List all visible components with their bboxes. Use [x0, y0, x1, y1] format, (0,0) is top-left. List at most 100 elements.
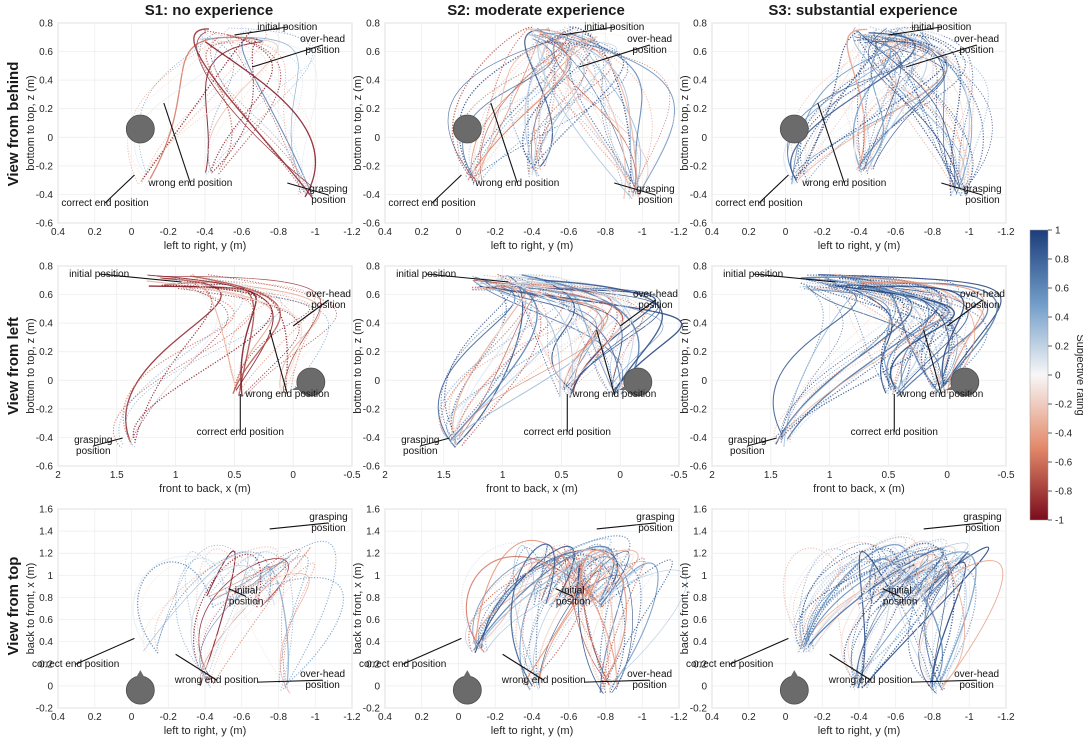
trajectory-line [864, 34, 907, 171]
y-tick-label: -0.4 [363, 190, 381, 201]
annotation-leader [490, 102, 518, 184]
trajectory-line [805, 549, 945, 653]
head-circle [623, 367, 653, 397]
trajectory-line [871, 545, 945, 690]
annotation: wrong end position [571, 329, 656, 400]
trajectory-line [140, 31, 252, 182]
annotation-label: position [311, 523, 345, 534]
trajectory-line [826, 283, 905, 398]
annotation-label: position [638, 300, 672, 311]
y-tick-label: 0.6 [39, 615, 53, 626]
annotation-leader [882, 588, 901, 598]
x-tick-label: 0 [290, 470, 296, 481]
annotation-leader [292, 299, 329, 327]
trajectory-line [529, 558, 588, 680]
trajectory-line [871, 26, 909, 167]
trajectory-line [850, 569, 966, 681]
annotation-leader [596, 522, 656, 530]
trajectory-line [863, 553, 922, 688]
trajectory-line [437, 286, 516, 448]
trajectory-line [458, 284, 604, 439]
x-axis-label: left to right, y (m) [164, 725, 247, 737]
annotation-label: position [76, 446, 110, 457]
trajectory-line [782, 547, 861, 652]
trajectory-line [880, 551, 977, 687]
trajectory-group [782, 532, 1004, 694]
trajectory-line [227, 559, 288, 690]
trajectory-group [113, 273, 337, 449]
panel-left-s2: 2 1.5 1 0.5 0 -0.5 0.8 0.6 0.4 0.2 0 -0.2 -0.4 -0.6 fr… [352, 262, 688, 496]
trajectory-line [511, 284, 664, 385]
x-tick-label: -0.6 [233, 227, 251, 238]
y-tick-label: 0 [701, 376, 707, 387]
trajectory-line [140, 31, 268, 183]
trajectory-line [584, 27, 636, 198]
trajectory-line [529, 29, 627, 199]
x-tick-label: 1 [500, 470, 506, 481]
annotation-leader [228, 588, 247, 598]
annotation: initial position [888, 22, 971, 36]
trajectory-line [470, 27, 573, 179]
annotation-leader [584, 679, 650, 683]
x-tick-label: 0 [617, 470, 623, 481]
trajectory-line [206, 551, 262, 681]
y-tick-label: -0.4 [690, 190, 708, 201]
annotation-label: grasping [309, 512, 347, 523]
trajectory-line [508, 556, 601, 683]
trajectory-line [477, 281, 654, 394]
y-tick-label: 0.4 [39, 637, 53, 648]
nose-shape [291, 386, 300, 390]
trajectory-line [916, 553, 966, 687]
x-tick-label: 0.2 [88, 227, 102, 238]
head-circle [452, 675, 482, 705]
trajectory-line [786, 279, 918, 442]
colorbar-tick-label: 0.4 [1055, 313, 1069, 324]
annotation: correct end position [32, 637, 135, 670]
trajectory-line [236, 32, 308, 196]
y-tick-label: 0 [47, 133, 53, 144]
trajectory-line [872, 41, 946, 168]
trajectory-line [503, 285, 661, 391]
y-tick-label: -0.2 [36, 161, 54, 172]
annotation-leader [257, 679, 323, 683]
x-tick-label: -0.4 [850, 227, 868, 238]
trajectory-line [454, 286, 565, 447]
annotation-leader [163, 102, 191, 184]
trajectory-line [848, 277, 938, 395]
colorbar-tick-label: -0.2 [1055, 400, 1073, 411]
y-tick-label: 1.2 [693, 549, 707, 560]
annotation-label: initial position [584, 22, 644, 33]
trajectory-line [911, 567, 969, 689]
x-tick-label: -0.5 [997, 470, 1015, 481]
x-tick-label: 0 [783, 712, 789, 723]
trajectory-line [847, 283, 969, 394]
trajectory-line [196, 284, 303, 394]
y-tick-label: 1.4 [693, 527, 707, 538]
panel-behind-s2: 0.4 0.2 0 -0.2 -0.4 -0.6 -0.8 -1 -1.2 0.8 0.6 0.4 0.… [352, 19, 688, 253]
annotation-label: position [638, 523, 672, 534]
y-tick-label: 0.6 [693, 615, 707, 626]
y-tick-label: -0.2 [36, 404, 54, 415]
annotation-leader [175, 653, 218, 681]
trajectory-line [531, 35, 572, 170]
trajectory-line [813, 540, 934, 647]
nose-shape [136, 670, 145, 678]
trajectory-line [473, 33, 568, 180]
trajectory-line [858, 285, 965, 385]
trajectory-line [210, 37, 305, 192]
trajectory-line [501, 281, 638, 397]
annotation-label: over-head [633, 289, 678, 300]
trajectory-line [502, 277, 577, 388]
trajectory-line [496, 278, 635, 386]
trajectory-line [816, 276, 934, 390]
panel-top-s3: 0.4 0.2 0 -0.2 -0.4 -0.6 -0.8 -1 -1.2 1.6 1.4 1.2 1 0… [679, 505, 1015, 738]
trajectory-line [889, 547, 938, 690]
annotation: wrong end position [801, 102, 886, 189]
annotation-label: over-head [306, 289, 351, 300]
trajectory-line [919, 560, 1004, 691]
trajectory-line [852, 288, 893, 394]
row-title-top: View from top [5, 557, 22, 656]
